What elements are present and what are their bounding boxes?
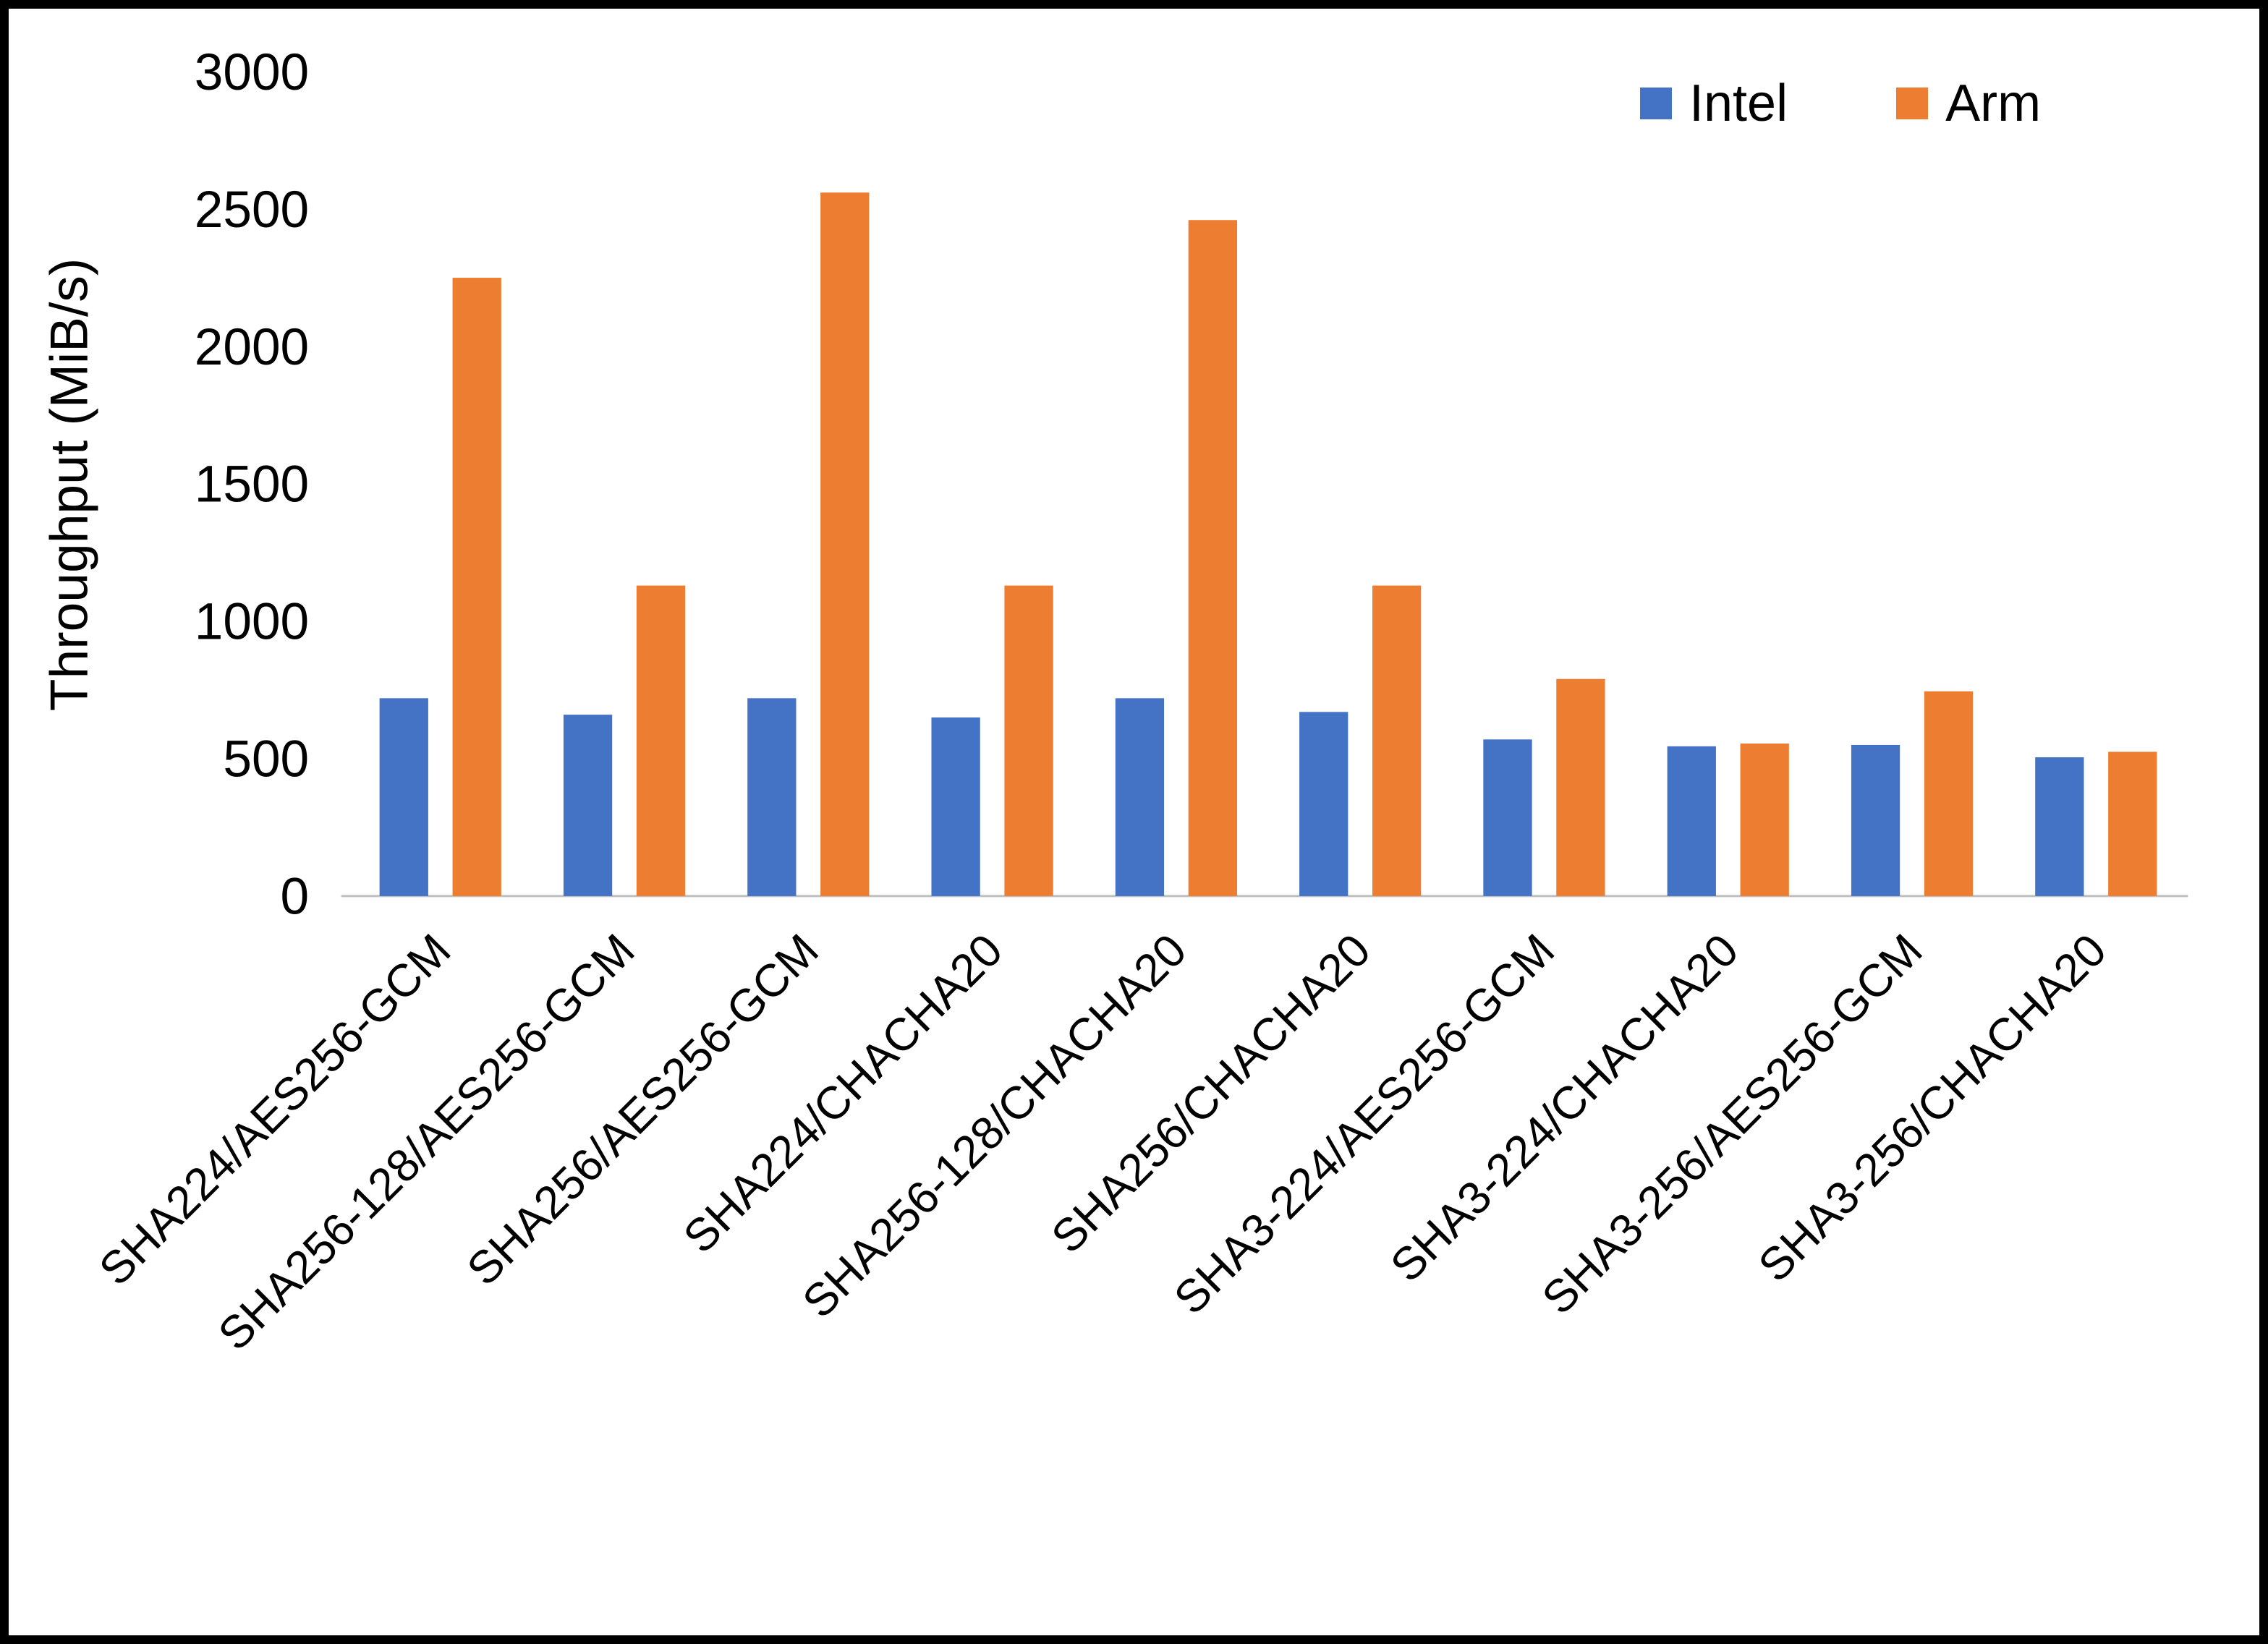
y-tick-label: 500 [223, 731, 309, 788]
bar-intel-2 [747, 698, 797, 896]
y-tick-label: 3000 [195, 44, 309, 101]
y-tick-label: 2000 [195, 319, 309, 376]
plot-area: 0 500 1000 1500 2000 2500 3000 SHA224/AES256-GC… [90, 44, 2188, 1360]
y-tick-label: 0 [281, 869, 310, 926]
y-axis-title: Throughput (MiB/s) [39, 258, 98, 712]
bar-arm-6 [1556, 678, 1605, 896]
bar-intel-6 [1483, 739, 1532, 896]
bar-intel-5 [1299, 712, 1349, 896]
x-tick-label: SHA224/AES256-GCM [90, 924, 460, 1295]
bar-arm-9 [2108, 751, 2157, 896]
y-tick-label: 1000 [195, 594, 309, 651]
x-tick-label: SHA256/AES256-GCM [458, 924, 828, 1295]
bar-intel-9 [2035, 757, 2084, 896]
bar-intel-3 [931, 717, 980, 896]
bar-arm-4 [1188, 220, 1237, 896]
legend-item-intel: Intel [1640, 77, 1788, 129]
x-tick-label: SHA3-256/CHACHA20 [1749, 924, 2116, 1291]
x-tick-label: SHA3-256/AES256-GCM [1533, 924, 1932, 1324]
x-tick-label: SHA224/CHACHA20 [674, 924, 1013, 1263]
bar-arm-1 [636, 585, 686, 896]
bar-arm-8 [1924, 691, 1974, 896]
bar-arm-3 [1004, 585, 1053, 896]
bar-intel-8 [1851, 744, 1900, 896]
bar-arm-7 [1740, 744, 1789, 896]
bar-intel-1 [563, 715, 613, 896]
chart-legend: Intel Arm [1640, 77, 2041, 129]
legend-label-intel: Intel [1689, 74, 1788, 132]
bar-intel-0 [379, 698, 428, 896]
bar-intel-4 [1115, 698, 1165, 896]
x-tick-label: SHA256/CHACHA20 [1042, 924, 1380, 1263]
x-tick-label: SHA256-128/CHACHA20 [793, 924, 1196, 1327]
x-tick-label: SHA3-224/CHACHA20 [1381, 924, 1748, 1291]
bar-arm-2 [820, 192, 870, 896]
bar-intel-7 [1667, 746, 1716, 896]
x-tick-label: SHA3-224/AES256-GCM [1165, 924, 1564, 1324]
legend-label-arm: Arm [1945, 74, 2042, 132]
bar-arm-5 [1372, 585, 1422, 896]
arm-swatch-icon [1896, 88, 1929, 119]
bar-chart: Throughput (MiB/s) 0 500 1000 1500 2000 2500 3… [39, 44, 2188, 1360]
y-tick-label: 2500 [195, 182, 309, 239]
intel-swatch-icon [1640, 88, 1672, 119]
y-tick-label: 1500 [195, 456, 309, 514]
legend-item-arm: Arm [1896, 77, 2041, 129]
bar-arm-0 [452, 278, 501, 896]
